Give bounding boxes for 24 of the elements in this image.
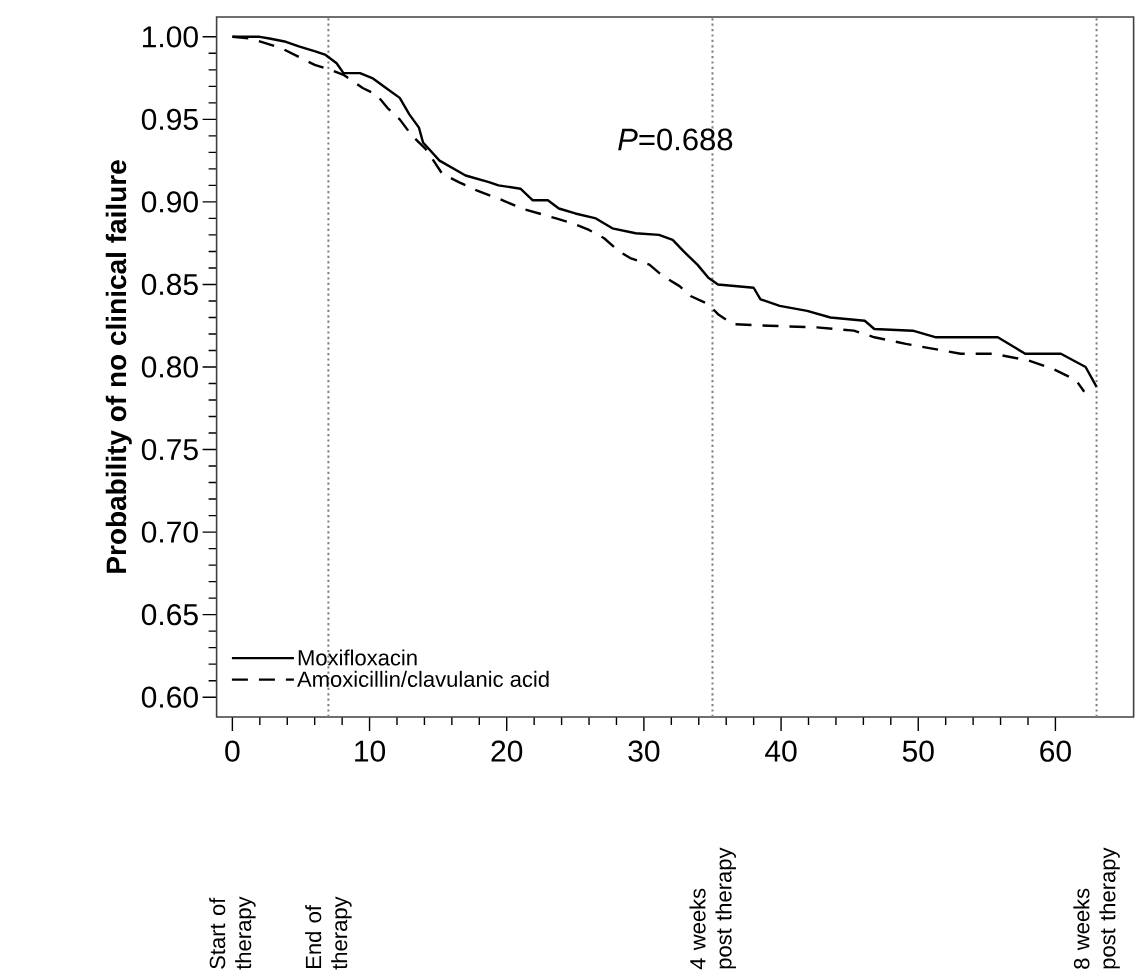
y-axis-title: Probability of no clinical failure bbox=[105, 160, 132, 573]
y-tick-label: 0.70 bbox=[141, 521, 198, 543]
y-tick-label: 0.90 bbox=[141, 191, 198, 213]
y-tick-label: 0.60 bbox=[141, 686, 198, 708]
x-tick-label: 10 bbox=[355, 740, 386, 762]
x-tick-label: 60 bbox=[1040, 740, 1071, 762]
text: Start of therapy bbox=[209, 896, 256, 970]
text: End of therapy bbox=[305, 896, 352, 970]
annotation: P=0.688 bbox=[618, 128, 733, 151]
text: 4 weeks post therapy bbox=[689, 847, 736, 970]
x-tick-label: 30 bbox=[628, 740, 660, 762]
y-tick-label: 0.80 bbox=[141, 356, 198, 378]
text: 8 weeks post therapy bbox=[1073, 847, 1120, 969]
legend-label: Moxifloxacin bbox=[298, 649, 417, 666]
x-tick-label: 20 bbox=[491, 740, 523, 762]
y-tick-label: 1.00 bbox=[142, 26, 198, 48]
y-tick-label: 0.85 bbox=[141, 273, 198, 296]
y-tick-label: 0.75 bbox=[141, 438, 198, 461]
x-tick-label: 40 bbox=[765, 740, 797, 762]
y-tick-label: 0.65 bbox=[141, 604, 198, 626]
y-tick-label: 0.95 bbox=[141, 108, 198, 130]
x-tick-label: 50 bbox=[902, 740, 934, 762]
legend-label: Amoxicillin/clavulanic acid bbox=[297, 670, 549, 688]
x-tick-label: 0 bbox=[225, 740, 240, 762]
